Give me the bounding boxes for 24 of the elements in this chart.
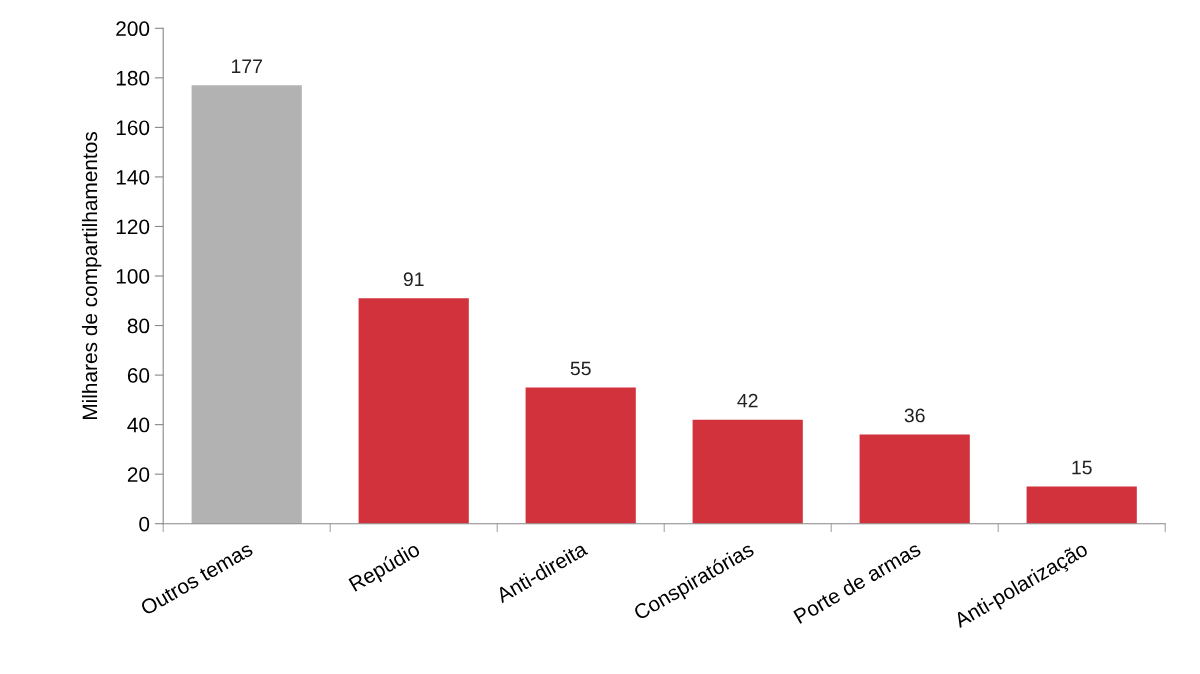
y-tick-label: 60: [127, 368, 150, 383]
data-label: 177: [231, 59, 262, 73]
bar: [1026, 486, 1137, 524]
bar: [692, 419, 803, 524]
y-tick-label: 140: [116, 169, 150, 185]
y-tick-label: 100: [116, 269, 150, 284]
bar: [191, 85, 302, 524]
y-tick-label: 40: [127, 417, 150, 433]
bar: [525, 387, 636, 524]
y-axis-title: Milhares de compartilhamentos: [81, 132, 102, 420]
y-tick-label: 120: [116, 219, 150, 235]
bar: [358, 298, 469, 524]
data-label: 42: [737, 393, 758, 408]
y-tick-label: 20: [127, 467, 150, 482]
y-tick-label: 200: [116, 21, 150, 37]
data-label: 91: [403, 272, 424, 287]
data-label: 55: [570, 361, 591, 376]
data-label: 36: [904, 408, 925, 423]
y-tick-label: 180: [116, 70, 150, 86]
y-tick-label: 80: [127, 318, 150, 334]
y-tick-label: 0: [139, 516, 150, 532]
bar: [859, 434, 970, 524]
data-label: 15: [1072, 460, 1092, 475]
y-tick-label: 160: [116, 120, 150, 136]
